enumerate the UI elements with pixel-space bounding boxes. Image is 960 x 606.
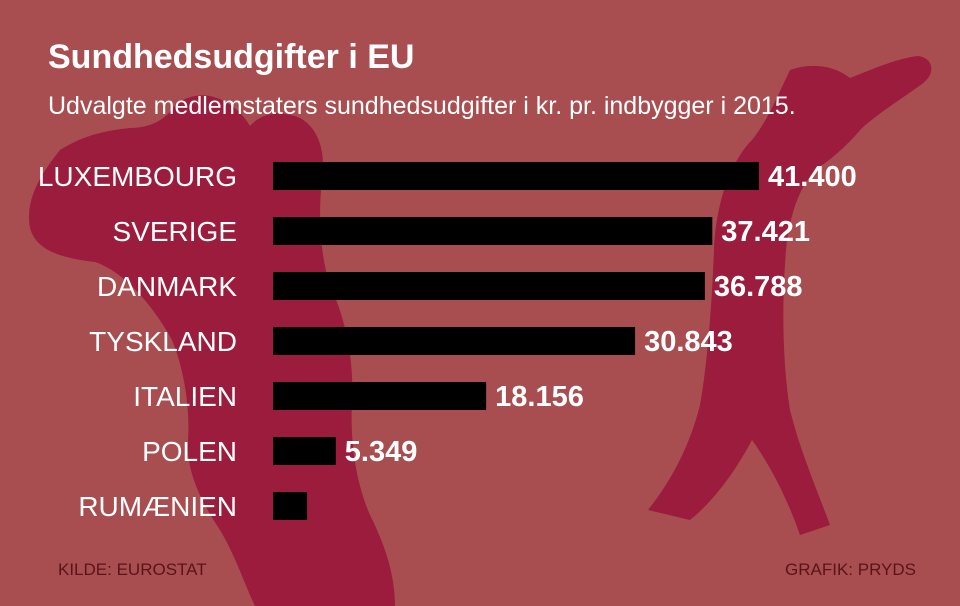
value-label: 5.349 xyxy=(345,436,418,468)
category-label: TYSKLAND xyxy=(89,326,237,357)
bar xyxy=(273,217,713,245)
bar xyxy=(273,327,636,355)
value-label: 41.400 xyxy=(768,161,857,193)
value-label: 37.421 xyxy=(721,216,810,248)
bar xyxy=(273,162,759,190)
source-label: KILDE: EUROSTAT xyxy=(58,560,207,579)
value-label: 36.788 xyxy=(714,271,803,303)
bar-group: LUXEMBOURG 41.400 SVERIGE 37.421 DANMARK 36.7… xyxy=(38,161,857,522)
bar xyxy=(273,272,705,300)
silhouette-right-icon xyxy=(648,56,932,535)
chart-title: Sundhedsudgifter i EU xyxy=(48,38,414,76)
value-label: 18.156 xyxy=(495,381,584,413)
bar xyxy=(273,437,336,465)
category-label: RUMÆNIEN xyxy=(78,491,237,522)
chart-subtitle: Udvalgte medlemstaters sundhedsudgifter … xyxy=(48,92,796,120)
category-label: DANMARK xyxy=(97,271,237,302)
bar xyxy=(273,382,487,410)
value-label: 30.843 xyxy=(644,326,733,358)
category-label: POLEN xyxy=(142,436,237,467)
category-label: LUXEMBOURG xyxy=(38,161,237,192)
bar xyxy=(273,492,308,520)
credit-label: GRAFIK: PRYDS xyxy=(785,560,916,579)
category-label: ITALIEN xyxy=(133,381,237,412)
category-label: SVERIGE xyxy=(113,216,237,247)
